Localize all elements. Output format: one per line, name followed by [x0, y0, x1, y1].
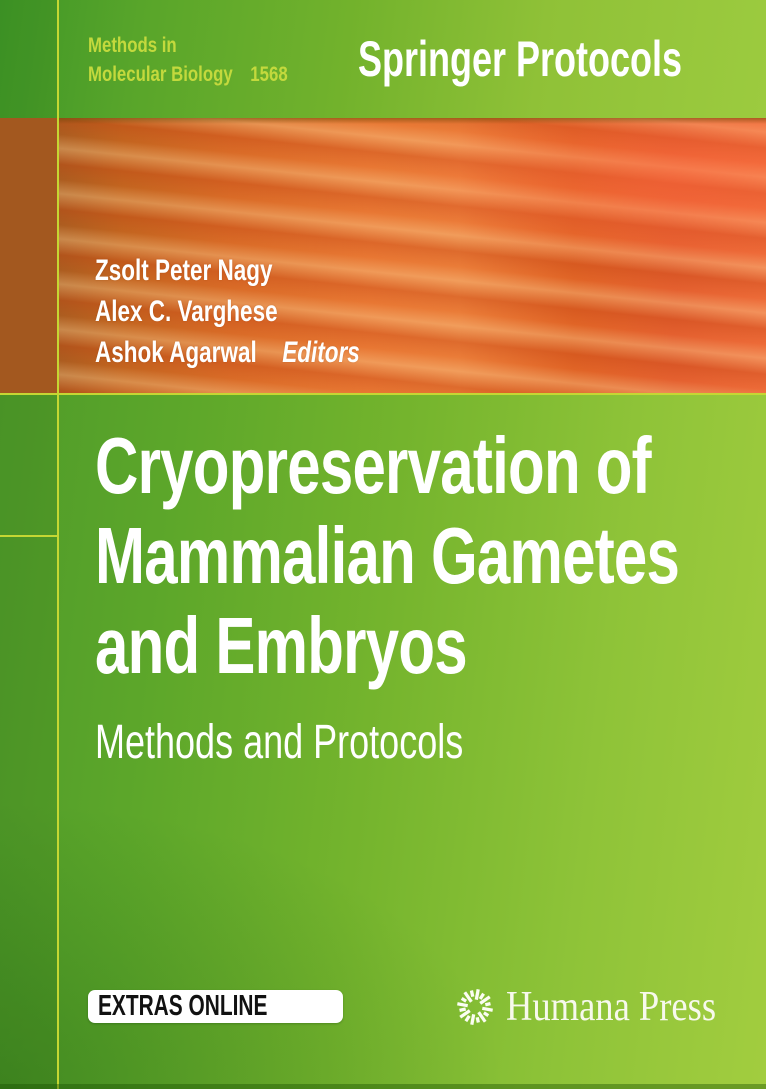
publisher-logo: Humana Press	[456, 984, 747, 1030]
series-title-line2: Molecular Biology 1568	[88, 63, 288, 86]
left-column-main	[0, 394, 57, 1089]
series-title: Methods in Molecular Biology 1568	[88, 31, 288, 89]
extras-online-label: EXTRAS ONLINE	[98, 990, 268, 1022]
book-subtitle: Methods and Protocols	[95, 716, 464, 769]
editors-label: Editors	[282, 336, 360, 369]
editor-name: Alex C. Varghese	[95, 295, 278, 328]
editors-block: Zsolt Peter Nagy Alex C. Varghese Ashok …	[95, 250, 360, 373]
book-title-line: Cryopreservation of	[95, 421, 652, 510]
left-column-top	[0, 0, 57, 118]
editor-name: Ashok Agarwal Editors	[95, 336, 360, 369]
orange-band	[0, 118, 766, 394]
editor-name: Zsolt Peter Nagy	[95, 254, 273, 287]
series-volume-number: 1568	[250, 63, 288, 86]
publisher-name: Humana Press	[506, 984, 717, 1030]
series-title-line1: Methods in	[88, 34, 177, 57]
book-title: Cryopreservation of Mammalian Gametes an…	[95, 421, 680, 691]
brand-logo-text: Springer Protocols	[358, 31, 683, 87]
left-column-divider-line	[57, 0, 59, 1089]
left-column-rule-line	[0, 535, 58, 537]
extras-online-badge: EXTRAS ONLINE	[88, 990, 344, 1023]
book-title-line: Mammalian Gametes	[95, 511, 680, 600]
book-title-line: and Embryos	[95, 601, 468, 690]
bottom-edge-shadow	[0, 1084, 766, 1089]
band-divider-line	[0, 393, 766, 395]
main-band	[0, 394, 766, 1089]
left-column-orange	[0, 118, 57, 394]
top-band	[0, 0, 766, 118]
humana-starburst-icon	[457, 989, 493, 1025]
